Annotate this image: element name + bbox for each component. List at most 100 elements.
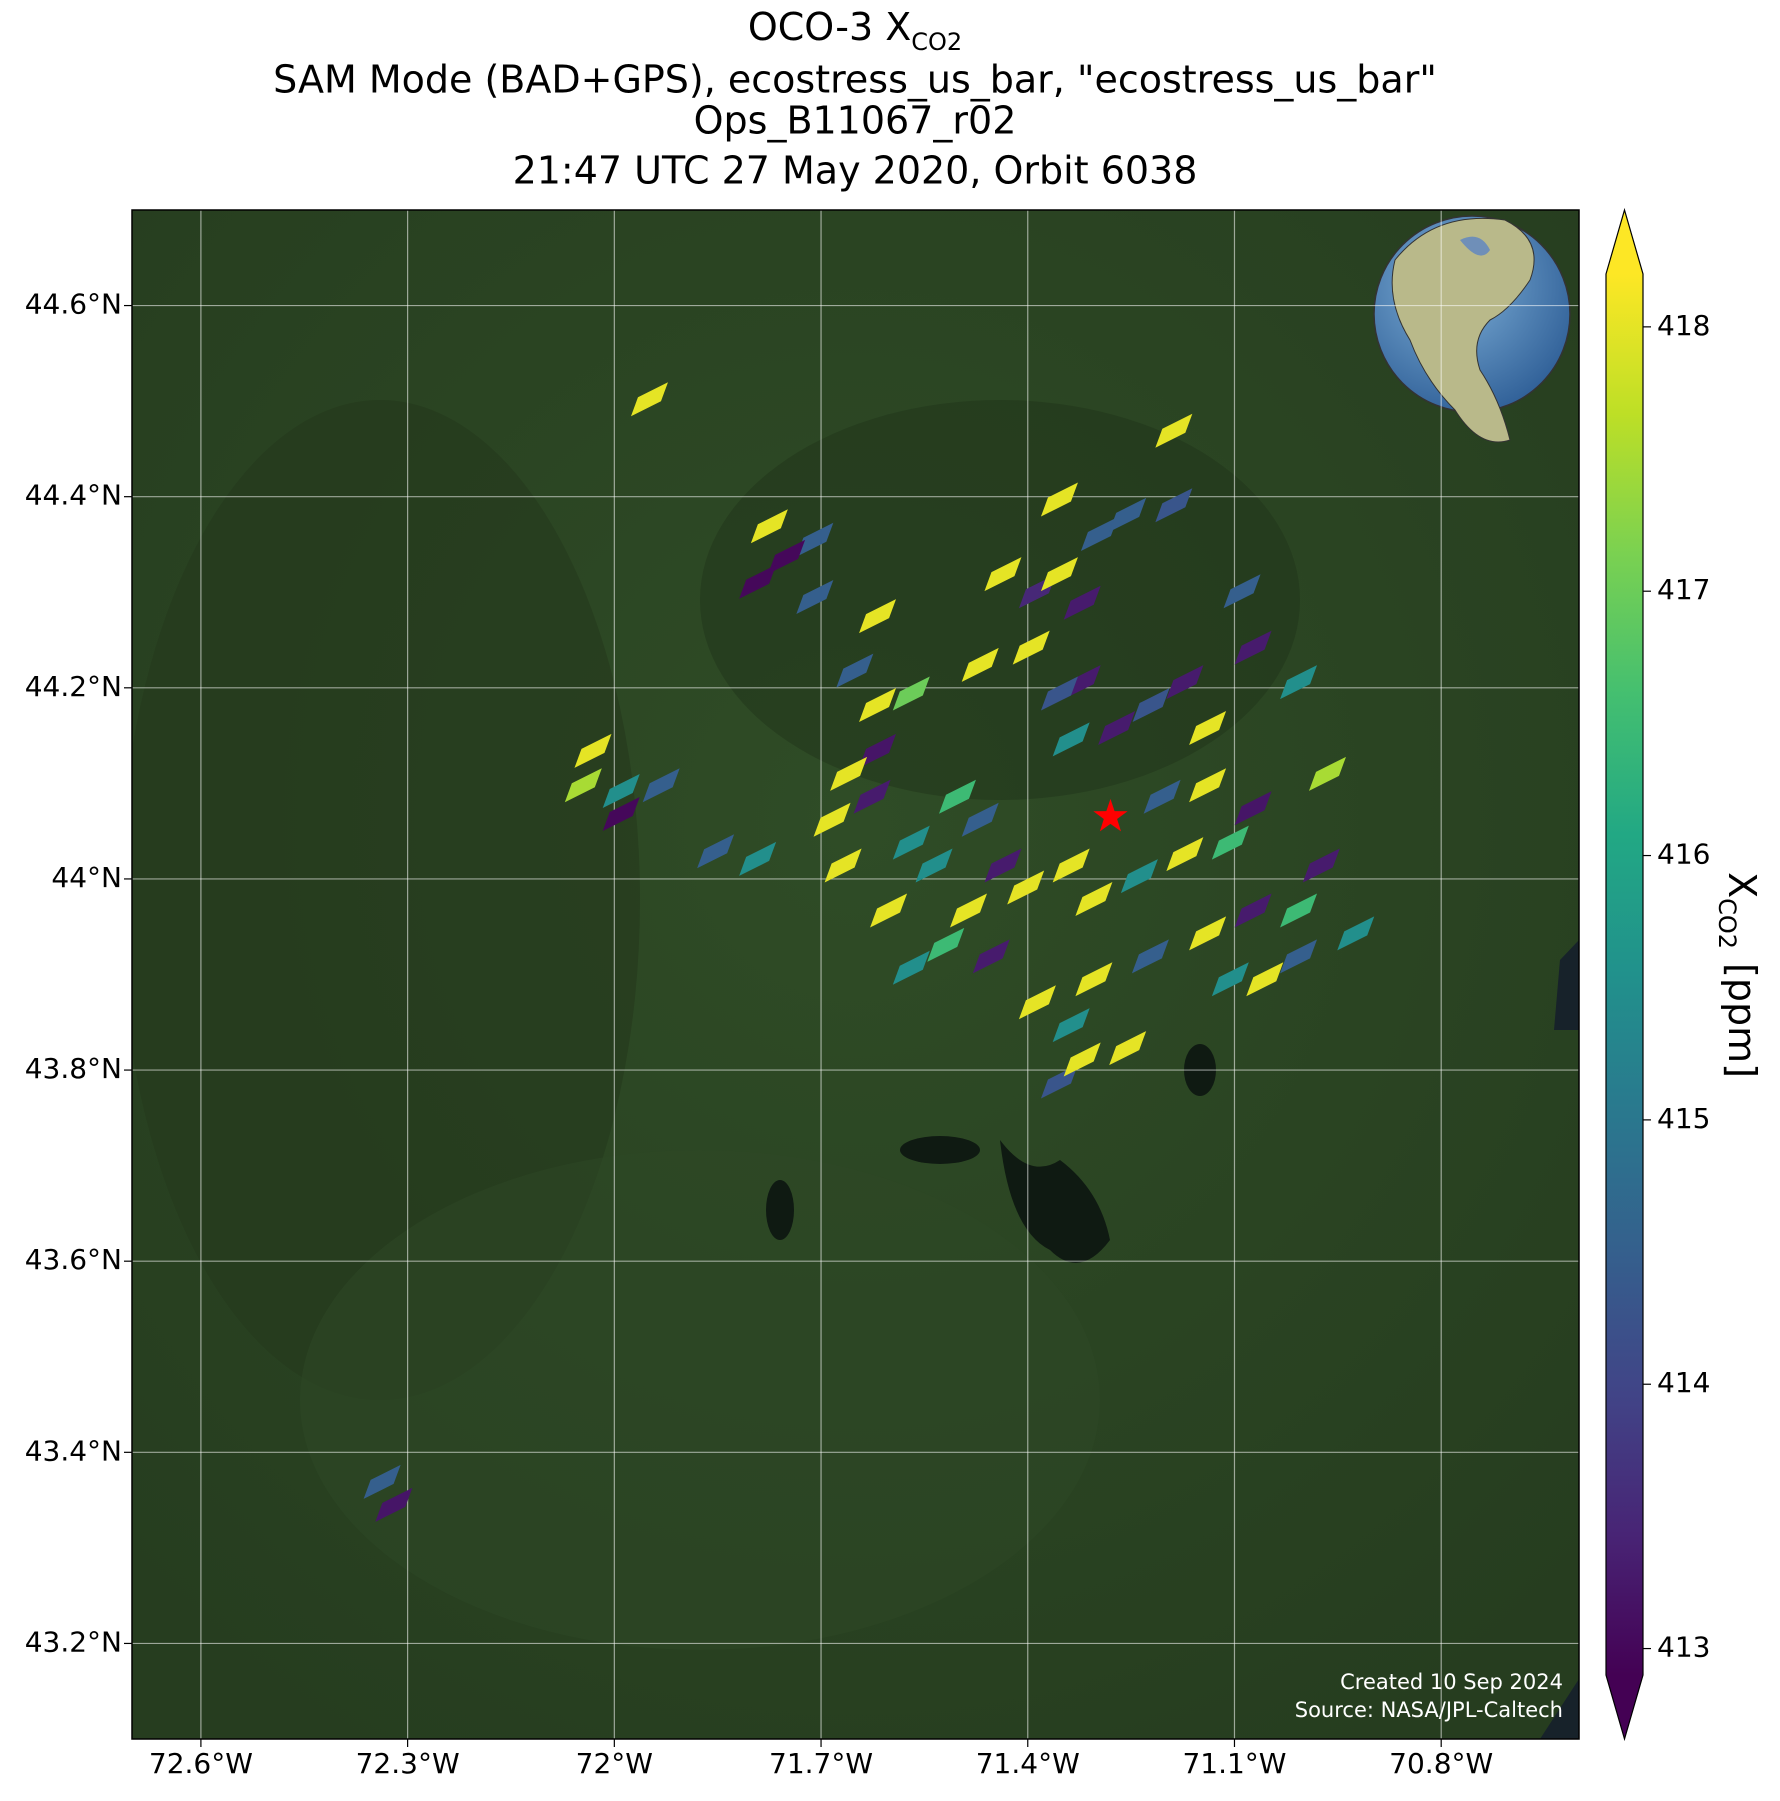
colorbar-frame (1605, 207, 1644, 1742)
sounding (859, 733, 897, 768)
colorbar-label-sub: CO2 (1713, 898, 1741, 949)
colorbar-tick-label: 417 (1657, 573, 1710, 606)
sounding (813, 802, 851, 837)
sounding (1007, 870, 1045, 905)
sounding (1246, 962, 1284, 997)
grid (132, 210, 1579, 1739)
sounding (1223, 574, 1261, 609)
annotation: Source: NASA/JPL-Caltech (1295, 1698, 1563, 1722)
x-tick-label: 70.8°W (1389, 1747, 1493, 1780)
sounding (1211, 825, 1249, 860)
sounding (1018, 985, 1056, 1020)
y-tick-label: 44.4°N (25, 479, 122, 512)
title-line: Ops_B11067_r02 (694, 99, 1017, 143)
x-tick-label: 72.3°W (356, 1747, 460, 1780)
sounding (1120, 859, 1158, 894)
sounding (984, 557, 1022, 592)
sounding (1189, 710, 1227, 745)
sounding (768, 539, 806, 574)
sounding (1166, 665, 1204, 700)
sounding (1131, 939, 1169, 974)
sounding (892, 676, 930, 711)
colorbar-tick-label: 416 (1657, 838, 1710, 871)
sounding (870, 893, 908, 928)
sounding (859, 688, 897, 723)
sounding (1012, 630, 1050, 665)
annotation: Created 10 Sep 2024 (1340, 1670, 1563, 1694)
sounding (892, 950, 930, 985)
x-tick-label: 72°W (576, 1747, 653, 1780)
sounding (1040, 557, 1078, 592)
sounding (739, 841, 777, 876)
chart-title: OCO-3 XCO2 (748, 5, 962, 57)
sounding (1189, 916, 1227, 951)
sounding (1155, 488, 1193, 523)
sounding (1280, 665, 1318, 700)
sounding (1109, 497, 1147, 532)
sounding (796, 522, 834, 557)
sounding (1234, 893, 1272, 928)
sounding (642, 768, 680, 803)
sounding (1080, 516, 1118, 551)
sounding (961, 802, 999, 837)
sounding (961, 647, 999, 682)
title-line: SAM Mode (BAD+GPS), ecostress_us_bar, "e… (273, 58, 1437, 102)
sounding (927, 927, 965, 962)
sounding (1040, 676, 1078, 711)
sounding (1211, 962, 1249, 997)
sounding (1063, 585, 1101, 620)
colorbar-tick-label: 418 (1657, 309, 1710, 342)
x-tick-label: 71.1°W (1182, 1747, 1286, 1780)
sounding (750, 509, 788, 544)
sounding (984, 848, 1022, 883)
sounding (1280, 893, 1318, 928)
soundings (363, 382, 1375, 1522)
y-tick-label: 44°N (51, 861, 122, 894)
sounding (824, 848, 862, 883)
sounding (1052, 1008, 1090, 1043)
x-tick-label: 72.6°W (149, 1747, 253, 1780)
sounding (1189, 768, 1227, 803)
colorbar-extend-max (1606, 210, 1643, 274)
basemap (132, 210, 1579, 1739)
sounding (1308, 756, 1346, 791)
sounding (1075, 882, 1113, 917)
sounding (602, 796, 640, 831)
title-subscript: CO2 (911, 28, 962, 56)
sounding (1234, 791, 1272, 826)
sounding (1234, 630, 1272, 665)
colorbar-label-unit: [ppm] (1721, 963, 1765, 1078)
x-tick-label: 71.4°W (976, 1747, 1080, 1780)
colorbar-tick-label: 414 (1657, 1366, 1710, 1399)
sounding (1052, 722, 1090, 757)
sounding (1063, 665, 1101, 700)
sounding (836, 653, 874, 688)
sounding (830, 756, 868, 791)
sounding (1280, 939, 1318, 974)
sounding (1302, 848, 1340, 883)
colorbar-extend-min (1606, 1675, 1643, 1739)
sounding (972, 939, 1010, 974)
sounding (796, 580, 834, 615)
sounding (739, 564, 777, 599)
sounding (1075, 962, 1113, 997)
x-tick-label: 71.7°W (769, 1747, 873, 1780)
sounding (602, 774, 640, 809)
colorbar (1606, 274, 1643, 1675)
title-line: OCO-3 X (748, 5, 911, 49)
sounding (1063, 1042, 1101, 1077)
inset-globe (1373, 215, 1571, 443)
colorbar-tick-label: 413 (1657, 1631, 1710, 1664)
y-tick-label: 43.6°N (25, 1243, 122, 1276)
sounding (915, 848, 953, 883)
sounding (1166, 837, 1204, 872)
sounding (630, 382, 668, 417)
sounding (853, 779, 891, 814)
sounding (375, 1487, 413, 1522)
colorbar-label: XCO2 [ppm] (1713, 872, 1765, 1078)
sounding (1098, 710, 1136, 745)
sounding (1143, 779, 1181, 814)
map-frame (131, 209, 1580, 1740)
sounding (564, 768, 602, 803)
